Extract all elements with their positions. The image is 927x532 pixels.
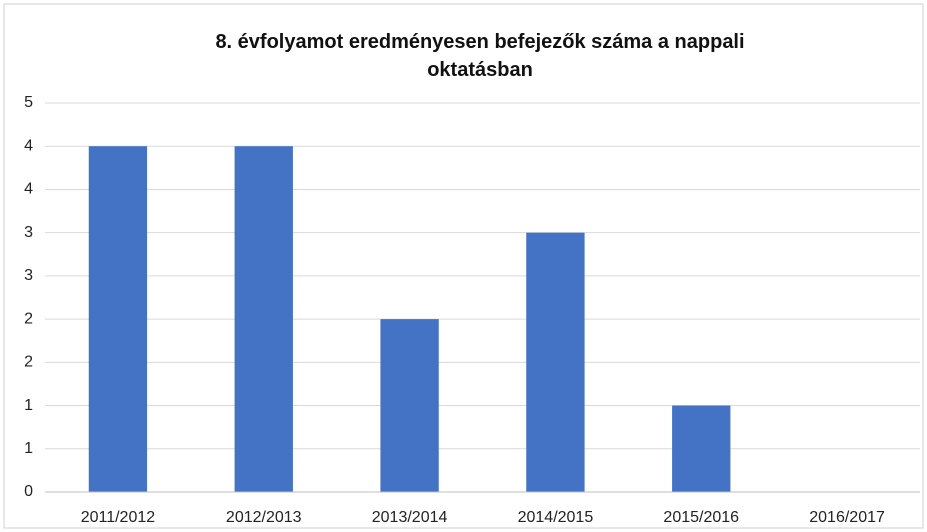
y-tick-label: 2 — [24, 310, 33, 327]
y-tick-label: 2 — [24, 354, 33, 371]
bar — [88, 146, 148, 492]
y-tick-label: 4 — [24, 137, 33, 154]
y-tick-label: 5 — [24, 94, 33, 111]
bar — [526, 232, 585, 492]
chart-border — [3, 3, 924, 529]
x-tick-label: 2014/2015 — [518, 509, 594, 526]
y-tick-label: 3 — [24, 224, 33, 241]
bar — [380, 319, 439, 492]
y-tick-label: 1 — [24, 440, 33, 457]
y-tick-label: 4 — [24, 181, 33, 198]
x-tick-label: 2016/2017 — [809, 509, 885, 526]
y-tick-label: 0 — [24, 483, 33, 500]
x-tick-label: 2012/2013 — [226, 509, 302, 526]
bar — [672, 405, 731, 492]
chart-title: 8. évfolyamot eredményesen befejezők szá… — [215, 31, 745, 81]
x-tick-label: 2015/2016 — [663, 509, 739, 526]
x-tick-label: 2011/2012 — [81, 509, 156, 526]
y-tick-label: 3 — [24, 267, 33, 284]
y-tick-label: 1 — [24, 397, 33, 414]
bar — [234, 146, 293, 492]
x-tick-label: 2013/2014 — [372, 509, 448, 526]
